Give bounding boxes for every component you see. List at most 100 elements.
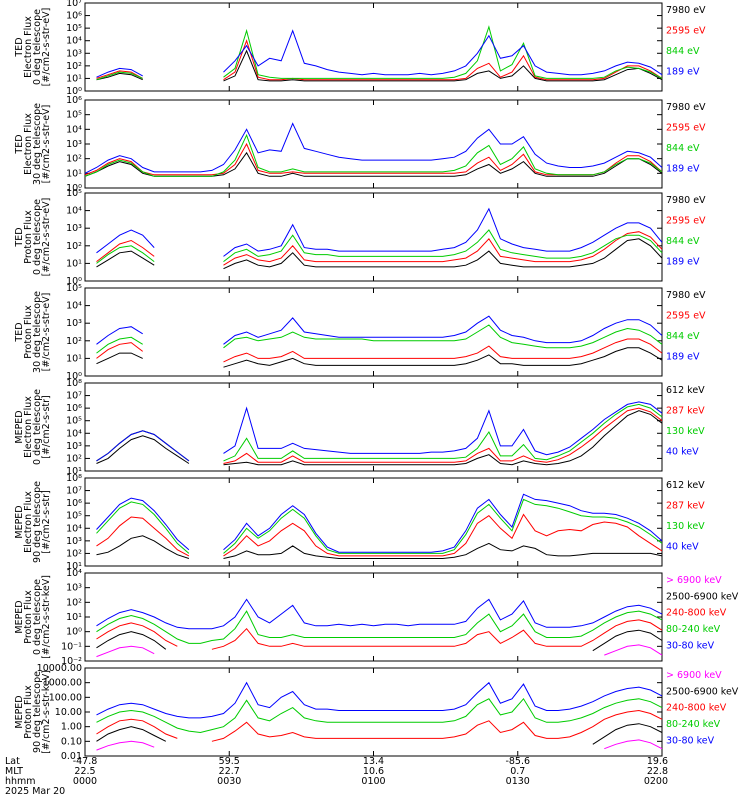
- legend-entry: 7980 eV: [666, 290, 706, 301]
- series-line: [96, 501, 190, 554]
- y-tick-label: 10²: [66, 548, 82, 559]
- y-axis-title: TED: [14, 322, 25, 342]
- series-line: [96, 67, 143, 78]
- y-tick-label: 100.00: [49, 692, 82, 703]
- series-line: [604, 739, 663, 750]
- y-tick-label: 10³: [66, 583, 82, 594]
- series-line: [223, 513, 663, 557]
- series-line: [84, 142, 663, 176]
- series-line: [96, 622, 178, 647]
- y-axis-title: 0 deg telescope: [32, 9, 43, 85]
- series-line: [223, 403, 663, 462]
- legend-entry: 612 keV: [666, 480, 705, 491]
- x-axis-row-label: hhmm: [5, 776, 36, 787]
- y-axis-title: TED: [14, 134, 25, 154]
- y-tick-label: 10⁷: [66, 486, 82, 497]
- legend-entry: 130 keV: [666, 521, 705, 532]
- y-tick-label: 10³: [66, 223, 82, 234]
- y-axis-title: Electron Flux: [23, 396, 34, 458]
- panel-frame: [84, 572, 663, 662]
- y-tick-label: 10³: [66, 48, 82, 59]
- x-tick-label: -47.8: [73, 756, 98, 767]
- y-tick-label: 10¹: [66, 73, 82, 84]
- y-tick-label: 10¹: [66, 466, 82, 477]
- x-tick-label: 0000: [73, 776, 97, 787]
- y-tick-label: 10⁰: [66, 627, 82, 638]
- y-tick-label: 10²: [66, 336, 82, 347]
- series-line: [96, 516, 190, 557]
- series-line: [211, 619, 663, 650]
- series-line: [223, 229, 663, 262]
- series-line: [96, 70, 143, 79]
- y-tick-label: 10⁵: [66, 23, 82, 34]
- legend-entry: 2595 eV: [666, 122, 706, 133]
- y-tick-label: 0.10: [61, 736, 82, 747]
- y-tick-label: 10⁸: [66, 378, 82, 389]
- series-line: [96, 250, 155, 268]
- y-tick-label: 10⁴: [66, 568, 82, 579]
- series-line: [223, 407, 663, 464]
- series-line: [96, 681, 663, 719]
- y-tick-label: 10⁴: [66, 124, 82, 135]
- legend-entry: 130 keV: [666, 426, 705, 437]
- x-axis-row-label: Lat: [5, 756, 20, 767]
- series-line: [96, 352, 143, 365]
- y-tick-label: 10³: [66, 441, 82, 452]
- series-line: [96, 497, 190, 551]
- legend-entry: 2595 eV: [666, 25, 706, 36]
- y-axis-title: 0 deg telescope: [32, 579, 43, 655]
- series-line: [96, 72, 143, 81]
- series-line: [223, 49, 663, 82]
- x-tick-label: 0200: [644, 776, 668, 787]
- x-tick-label: 13.4: [363, 756, 384, 767]
- x-tick-label: 19.6: [647, 756, 668, 767]
- y-tick-label: 10⁴: [66, 206, 82, 217]
- y-tick-label: 10⁵: [66, 511, 82, 522]
- x-tick-label: 22.8: [647, 766, 668, 777]
- legend-entry: 189 eV: [666, 351, 700, 362]
- x-tick-label: 22.5: [74, 766, 95, 777]
- legend-entry: 844 eV: [666, 331, 700, 342]
- series-line: [223, 338, 663, 363]
- y-tick-label: 10⁻²: [61, 656, 82, 667]
- legend-entry: 189 eV: [666, 256, 700, 267]
- y-axis-title: 30 deg telescope: [32, 291, 43, 373]
- x-tick-label: 22.7: [219, 766, 240, 777]
- legend-entry: 2595 eV: [666, 310, 706, 321]
- series-line: [96, 535, 190, 559]
- series-line: [84, 122, 663, 174]
- panel-frame: [84, 667, 663, 757]
- legend-entry: 240-800 keV: [666, 703, 727, 714]
- series-line: [96, 336, 143, 354]
- panel-frame: [84, 382, 663, 472]
- y-axis-title: [#/cm2-s-str-eV]: [41, 293, 52, 372]
- y-tick-label: 10⁰: [66, 371, 82, 382]
- y-tick-label: 10⁵: [66, 188, 82, 199]
- y-axis-title: [#/cm2-s-str-eV]: [41, 8, 52, 87]
- series-line: [223, 410, 663, 466]
- panel-frame: [84, 287, 663, 377]
- legend-entry: > 6900 keV: [666, 670, 722, 681]
- legend-entry: 287 keV: [666, 405, 705, 416]
- x-tick-label: 0030: [217, 776, 241, 787]
- y-tick-label: 10²: [66, 241, 82, 252]
- y-axis-title: Electron Flux: [23, 491, 34, 553]
- y-tick-label: 0.01: [61, 751, 82, 762]
- x-tick-label: 0130: [506, 776, 530, 787]
- x-tick-label: 59.5: [219, 756, 240, 767]
- y-axis-title: TED: [14, 227, 25, 247]
- y-tick-label: 10³: [66, 536, 82, 547]
- series-line: [96, 435, 190, 464]
- series-line: [211, 709, 663, 742]
- series-line: [96, 697, 663, 734]
- legend-entry: 612 keV: [666, 385, 705, 396]
- series-line: [592, 629, 663, 652]
- series-line: [84, 133, 663, 177]
- series-line: [96, 740, 155, 751]
- legend-entry: 7980 eV: [666, 5, 706, 16]
- y-tick-label: 10⁸: [66, 473, 82, 484]
- y-axis-title: 30 deg telescope: [32, 103, 43, 185]
- legend-entry: 844 eV: [666, 143, 700, 154]
- series-line: [223, 498, 663, 554]
